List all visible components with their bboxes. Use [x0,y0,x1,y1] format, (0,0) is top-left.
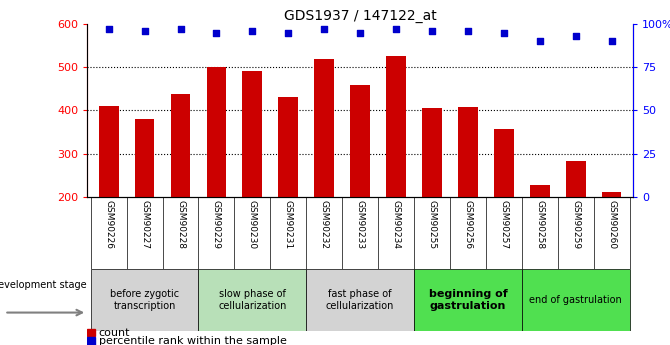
Text: GSM90260: GSM90260 [607,200,616,249]
Text: GSM90227: GSM90227 [140,200,149,249]
Bar [87,337,96,345]
Point [462,28,473,34]
Point [535,39,545,44]
Text: GSM90226: GSM90226 [104,200,113,249]
Bar [135,119,155,197]
Text: GSM90229: GSM90229 [212,200,221,249]
Point [391,27,401,32]
Point [354,30,365,36]
Bar [386,56,406,197]
Text: end of gastrulation: end of gastrulation [529,295,622,305]
Text: before zygotic
transcription: before zygotic transcription [110,289,179,311]
Text: GSM90255: GSM90255 [427,200,436,249]
Point [139,28,150,34]
Text: development stage: development stage [0,280,86,289]
Text: GSM90234: GSM90234 [391,200,401,249]
Point [606,39,617,44]
Bar [565,161,586,197]
Text: GSM90259: GSM90259 [571,200,580,249]
Point [283,30,293,36]
Bar [530,185,549,197]
Bar [522,269,630,331]
Title: GDS1937 / 147122_at: GDS1937 / 147122_at [284,9,436,23]
Text: count: count [99,328,131,337]
Text: GSM90233: GSM90233 [356,200,364,249]
Text: percentile rank within the sample: percentile rank within the sample [99,336,287,345]
Point [498,30,509,36]
Point [319,27,330,32]
Text: GSM90231: GSM90231 [284,200,293,249]
Bar [306,269,414,331]
Point [427,28,438,34]
Bar [171,94,190,197]
Bar [458,107,478,197]
Bar [243,71,262,197]
Bar [414,269,522,331]
Bar [494,129,514,197]
Bar [90,269,198,331]
Text: GSM90257: GSM90257 [499,200,509,249]
Bar [422,108,442,197]
Text: slow phase of
cellularization: slow phase of cellularization [218,289,287,311]
Point [247,28,258,34]
Bar [350,86,370,197]
Bar [602,193,622,197]
Text: GSM90228: GSM90228 [176,200,185,249]
Bar [98,106,119,197]
Point [570,33,581,39]
Bar [198,269,306,331]
Point [103,27,114,32]
Text: GSM90232: GSM90232 [320,200,329,249]
Text: GSM90256: GSM90256 [464,200,472,249]
Text: beginning of
gastrulation: beginning of gastrulation [429,289,507,311]
Text: GSM90258: GSM90258 [535,200,544,249]
Bar [314,59,334,197]
Text: GSM90230: GSM90230 [248,200,257,249]
Text: fast phase of
cellularization: fast phase of cellularization [326,289,395,311]
Bar [206,67,226,197]
Point [175,27,186,32]
Bar [87,328,96,336]
Bar [279,97,298,197]
Point [211,30,222,36]
